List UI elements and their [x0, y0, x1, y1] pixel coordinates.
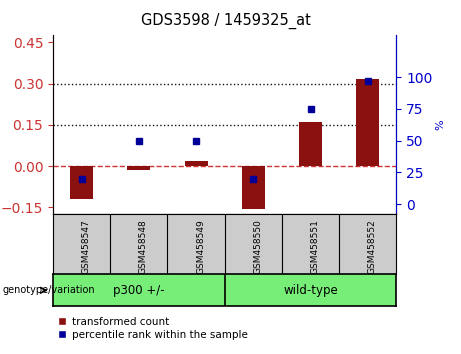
Text: GSM458552: GSM458552 — [368, 219, 377, 274]
Text: p300 +/-: p300 +/- — [113, 284, 165, 297]
Text: GSM458550: GSM458550 — [254, 219, 262, 274]
Bar — [356, 79, 379, 166]
Text: genotype/variation: genotype/variation — [2, 285, 95, 295]
Bar — [185, 161, 207, 166]
Bar — [299, 122, 322, 166]
Y-axis label: %: % — [435, 119, 445, 130]
Text: GSM458548: GSM458548 — [139, 219, 148, 274]
Bar — [242, 166, 265, 209]
Text: GSM458547: GSM458547 — [82, 219, 91, 274]
Text: wild-type: wild-type — [283, 284, 338, 297]
Text: GDS3598 / 1459325_at: GDS3598 / 1459325_at — [141, 12, 311, 29]
Legend: transformed count, percentile rank within the sample: transformed count, percentile rank withi… — [58, 317, 248, 340]
Text: GSM458551: GSM458551 — [311, 219, 319, 274]
Bar — [127, 166, 150, 170]
Bar — [70, 166, 93, 199]
Text: GSM458549: GSM458549 — [196, 219, 205, 274]
